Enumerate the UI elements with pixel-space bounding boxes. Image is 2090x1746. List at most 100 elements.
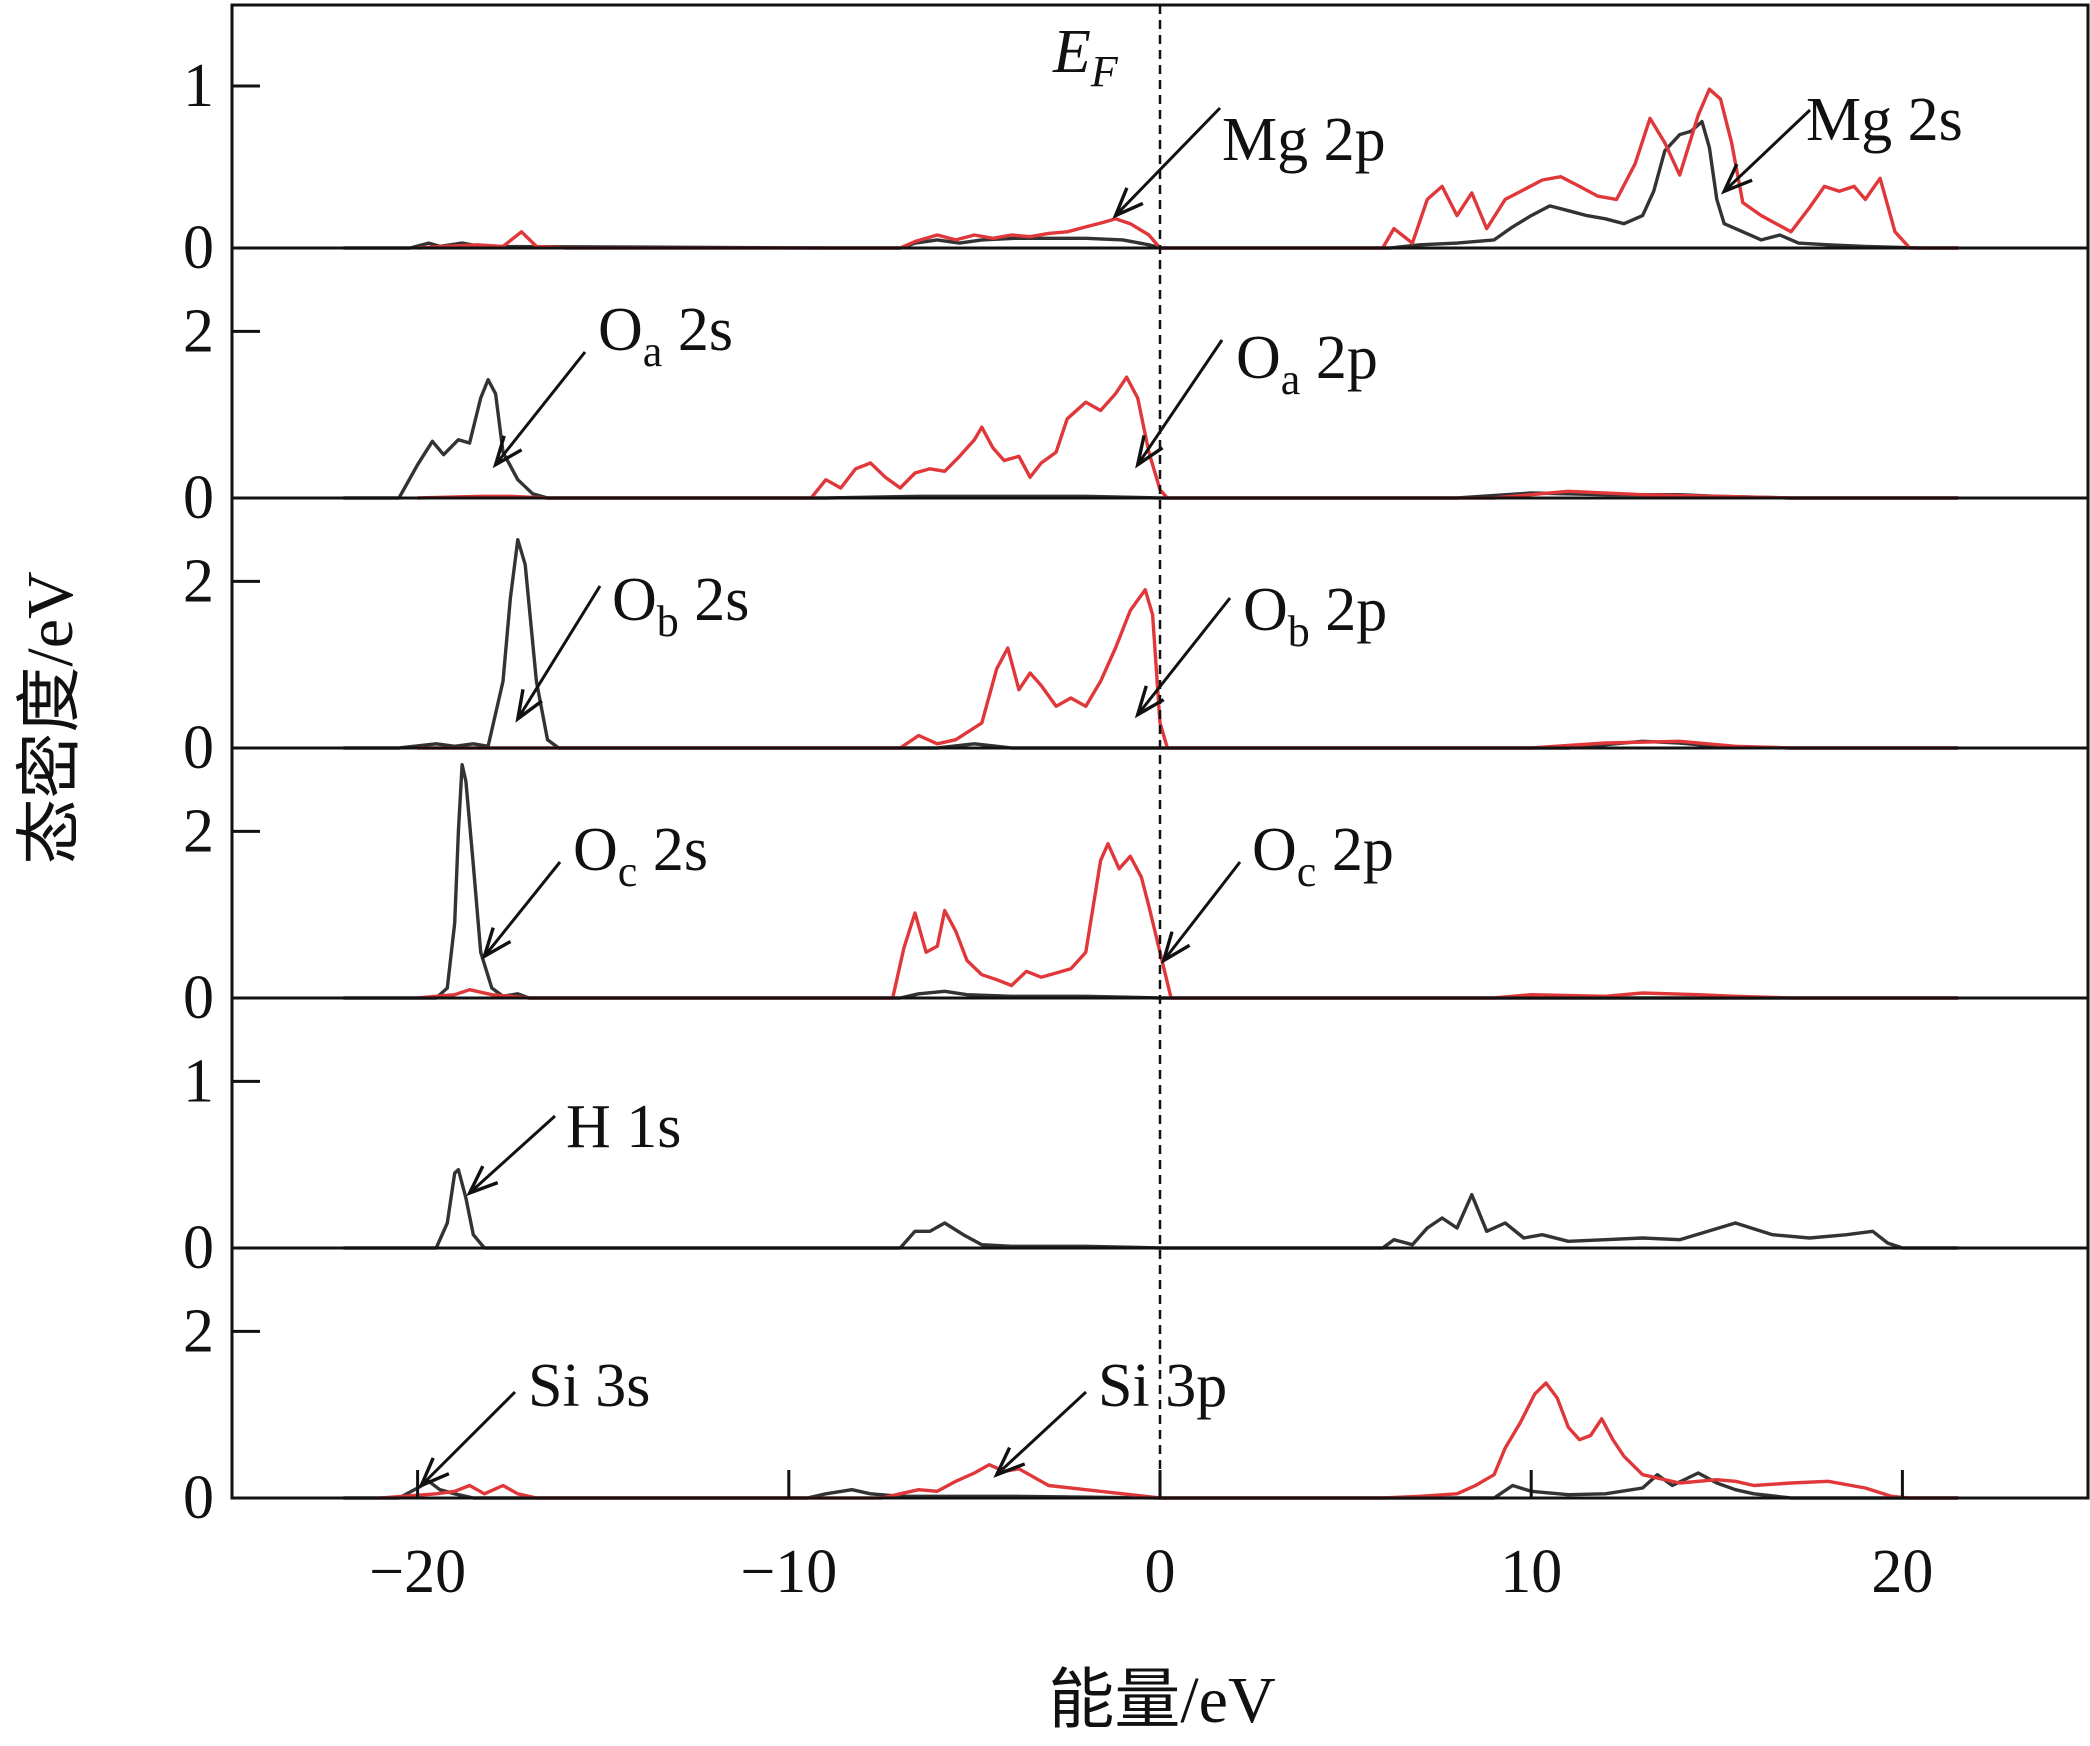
annotation-tail-ob-2p: 2p <box>1310 576 1388 644</box>
annotation-main-oc-2s: O <box>573 816 618 884</box>
ytick-label-Si-2: 2 <box>183 1297 214 1365</box>
frame-layer: −20 −10 0 10 20 <box>230 3 2090 1606</box>
annotation-oc-2s: Oc 2s <box>481 816 708 960</box>
series-Oc-p <box>417 842 1959 1000</box>
ytick-label-Mg-1: 1 <box>183 52 214 120</box>
xtick-label-2: 0 <box>1145 1538 1176 1606</box>
series-Ob-s <box>343 538 1959 750</box>
annotation-arrowhead-ob-2s <box>515 689 543 723</box>
annotation-label-si-3p: Si 3p <box>1098 1352 1227 1420</box>
annotation-arrowhead-oc-2p <box>1160 931 1191 965</box>
xtick-label-1: −10 <box>740 1538 837 1606</box>
annotation-arrow-oa-2s <box>494 351 587 466</box>
ytick-label-Si-0: 0 <box>183 1464 214 1532</box>
annotation-sub-oc-2p: c <box>1297 847 1317 896</box>
annotation-label-mg-2p: Mg 2p <box>1222 106 1386 174</box>
ytick-label-Oc-0: 0 <box>183 964 214 1032</box>
annotation-main-oc-2p: O <box>1252 816 1297 884</box>
annotation-label-si-3s: Si 3s <box>528 1352 650 1420</box>
annotation-arrowhead-oa-2p <box>1135 435 1164 469</box>
annotation-arrow-si-3p <box>995 1390 1088 1476</box>
x-axis-title: 能量/eV <box>1048 1664 1275 1737</box>
annotation-tail-ob-2s: 2s <box>679 566 750 634</box>
series-Mg-p <box>417 87 1959 250</box>
series-Si-s <box>343 1471 1959 1500</box>
panel-Oc: 02 <box>183 763 1959 1032</box>
annotation-main-mg-2s: Mg 2s <box>1806 86 1963 154</box>
plot-frame <box>230 3 2090 1500</box>
panel-Ob: 02 <box>183 538 1959 782</box>
annotation-label-mg-2s: Mg 2s <box>1806 86 1963 154</box>
series-Oa-s <box>343 378 1959 500</box>
annotation-main-si-3s: Si 3s <box>528 1352 650 1420</box>
annotation-main-oa-2p: O <box>1236 324 1281 392</box>
annotation-sub-oc-2s: c <box>618 847 638 896</box>
ytick-label-Oc-2: 2 <box>183 797 214 865</box>
series-Mg-s <box>343 119 1959 250</box>
annotation-sub-ob-2s: b <box>657 597 679 646</box>
annotation-tail-oa-2s: 2s <box>662 296 733 364</box>
annotation-main-ob-2s: O <box>612 566 657 634</box>
annotation-ob-2s: Ob 2s <box>515 566 750 723</box>
panel-Mg: 01 <box>183 52 1959 282</box>
annotation-sub-oa-2p: a <box>1281 355 1301 404</box>
annotation-arrow-h-1s <box>468 1114 557 1195</box>
y-axis-title: 态密度/eV <box>14 571 87 864</box>
annotation-arrowhead-si-3p <box>993 1446 1026 1478</box>
annotation-main-h-1s: H 1s <box>566 1093 681 1161</box>
annotation-label-oc-2p: Oc 2p <box>1252 816 1394 896</box>
annotation-main-oa-2s: O <box>598 296 643 364</box>
annotation-label-ob-2p: Ob 2p <box>1243 576 1387 656</box>
annotation-oa-2s: Oa 2s <box>492 296 733 469</box>
annotation-label-h-1s: H 1s <box>566 1093 681 1161</box>
annotation-arrow-oc-2p <box>1162 861 1242 962</box>
annotation-h-1s: H 1s <box>466 1093 681 1197</box>
annotation-ob-2p: Ob 2p <box>1134 576 1387 719</box>
series-H-s <box>343 1168 1959 1250</box>
annotation-arrowhead-mg-2s <box>1720 163 1753 195</box>
annotation-tail-oa-2p: 2p <box>1300 324 1378 392</box>
annotation-label-oa-2s: Oa 2s <box>598 296 733 376</box>
fermi-level-label-sub: F <box>1090 47 1119 96</box>
fermi-level-label-main: E <box>1052 18 1091 86</box>
annotation-arrow-mg-2s <box>1723 108 1812 193</box>
annotation-arrowhead-mg-2p <box>1112 187 1144 219</box>
series-Ob-p <box>417 588 1959 750</box>
annotation-arrowhead-h-1s <box>466 1165 499 1197</box>
ytick-label-Oa-2: 2 <box>183 297 214 365</box>
xtick-label-3: 10 <box>1500 1538 1562 1606</box>
annotation-arrowhead-oc-2s <box>481 927 512 960</box>
annotation-arrow-si-3s <box>420 1390 517 1487</box>
annotation-arrow-ob-2s <box>516 585 602 720</box>
annotation-oc-2p: Oc 2p <box>1160 816 1394 965</box>
annotation-main-ob-2p: O <box>1243 576 1288 644</box>
annotation-label-oa-2p: Oa 2p <box>1236 324 1378 404</box>
annotation-tail-oc-2p: 2p <box>1316 816 1394 884</box>
annotation-sub-oa-2s: a <box>643 327 663 376</box>
annotation-main-si-3p: Si 3p <box>1098 1352 1227 1420</box>
ytick-label-H-1: 1 <box>183 1047 214 1115</box>
annotation-mg-2p: Mg 2p <box>1112 106 1386 219</box>
annotation-arrow-oc-2s <box>483 861 562 958</box>
ytick-label-Mg-0: 0 <box>183 214 214 282</box>
xtick-label-0: −20 <box>369 1538 466 1606</box>
annotation-arrowhead-oa-2s <box>492 435 523 469</box>
xtick-label-4: 20 <box>1871 1538 1933 1606</box>
annotation-sub-ob-2p: b <box>1288 607 1310 656</box>
annotation-label-oc-2s: Oc 2s <box>573 816 708 896</box>
annotation-main-mg-2p: Mg 2p <box>1222 106 1386 174</box>
ytick-label-Ob-2: 2 <box>183 547 214 615</box>
annotation-tail-oc-2s: 2s <box>637 816 708 884</box>
annotation-arrowhead-ob-2p <box>1134 685 1165 719</box>
annotation-arrow-ob-2p <box>1136 597 1232 716</box>
annotation-arrowhead-si-3s <box>418 1457 450 1489</box>
ytick-label-Ob-0: 0 <box>183 714 214 782</box>
annotation-si-3s: Si 3s <box>418 1352 650 1489</box>
ytick-label-Oa-0: 0 <box>183 464 214 532</box>
annotation-oa-2p: Oa 2p <box>1135 324 1378 469</box>
annotation-mg-2s: Mg 2s <box>1720 86 1963 195</box>
annotation-arrow-oa-2p <box>1136 339 1224 466</box>
